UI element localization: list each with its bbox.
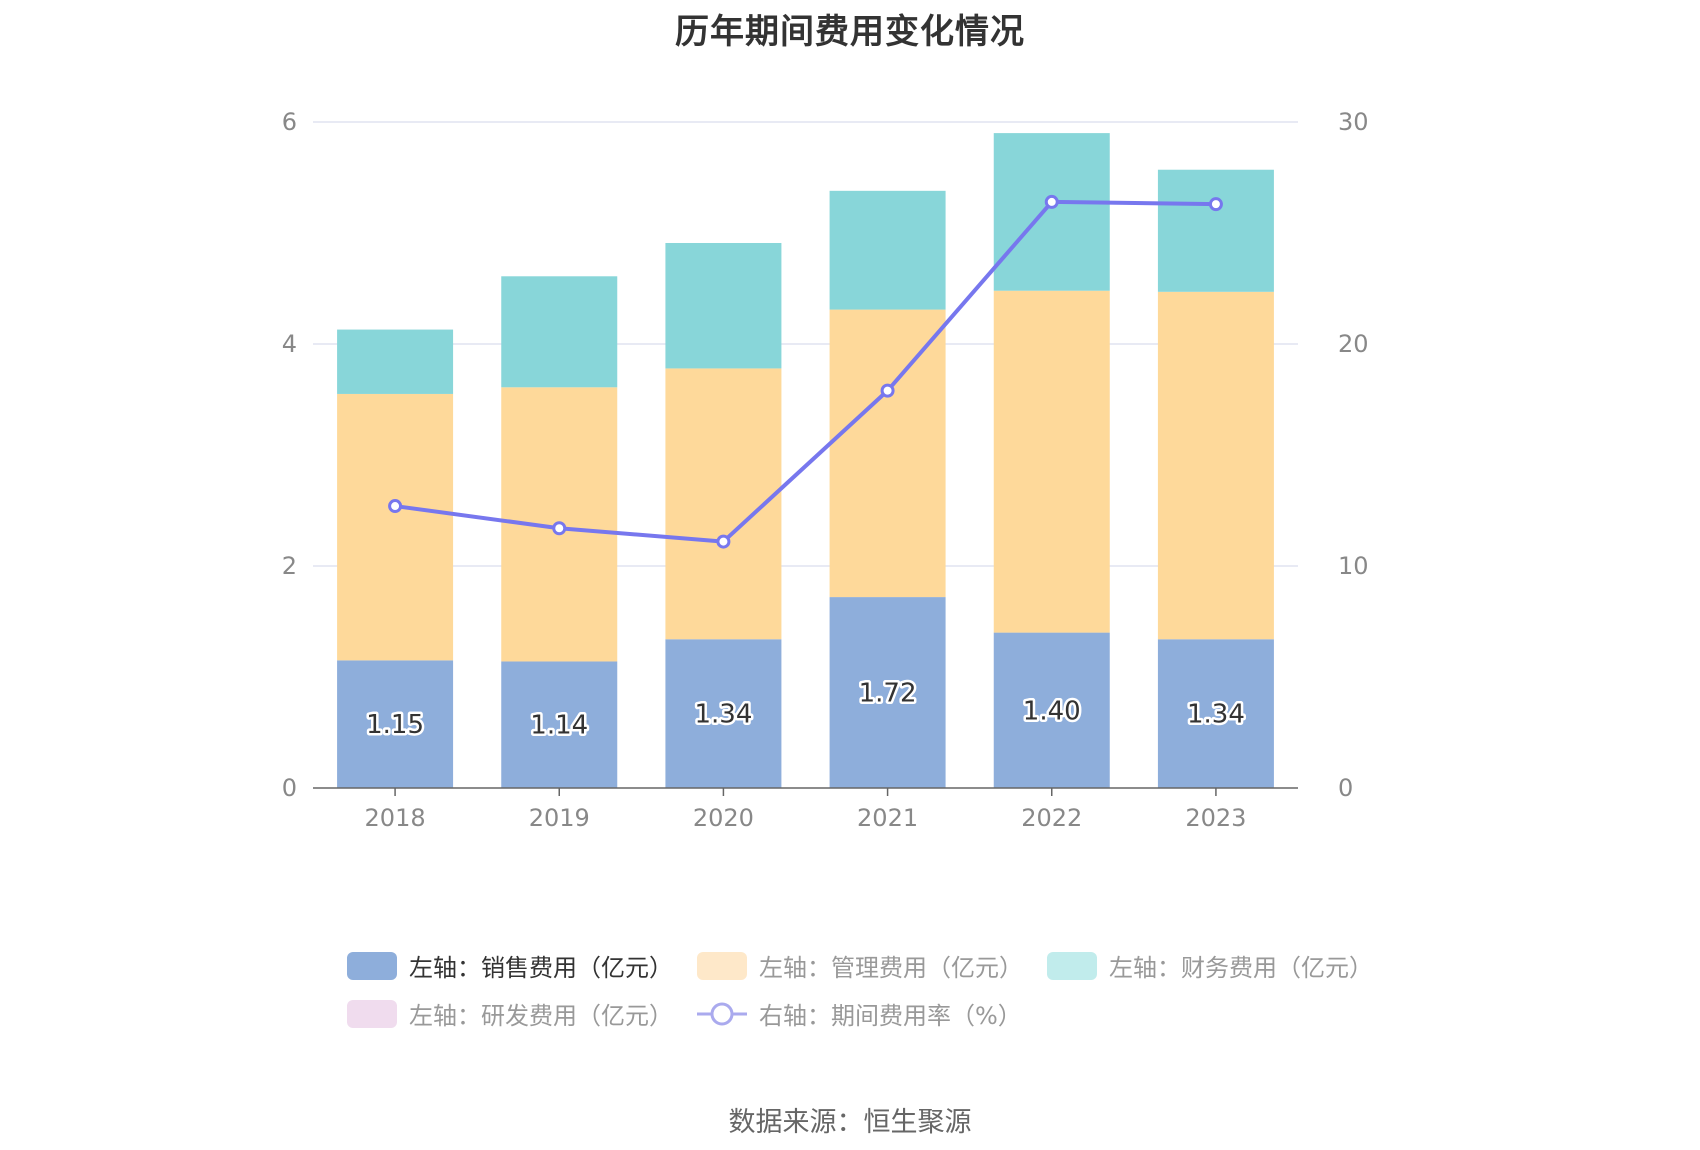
rate-point bbox=[1044, 194, 1059, 209]
right-axis-tick-label: 30 bbox=[1338, 108, 1369, 136]
legend-item-sales[interactable]: 左轴：销售费用（亿元） bbox=[347, 948, 673, 983]
bar-segment-admin bbox=[993, 290, 1110, 633]
bar-segment-admin bbox=[337, 393, 454, 661]
data-label-sales: 1.72 bbox=[859, 679, 917, 709]
legend-swatch-sales bbox=[347, 951, 397, 980]
right-axis-tick-label: 20 bbox=[1338, 330, 1369, 358]
legend-item-rnd[interactable]: 左轴：研发费用（亿元） bbox=[347, 996, 673, 1031]
bar-segment-sales bbox=[829, 597, 946, 788]
bar-segment-sales bbox=[337, 660, 454, 788]
bar-segment-finance bbox=[501, 276, 618, 388]
x-axis-tick-label: 2019 bbox=[529, 804, 590, 832]
rate-point bbox=[1208, 197, 1223, 212]
bar-segment-finance bbox=[993, 133, 1110, 291]
chart-title: 历年期间费用变化情况 bbox=[675, 12, 1025, 52]
left-axis-tick-label: 4 bbox=[282, 330, 297, 358]
rate-point bbox=[716, 534, 731, 549]
left-axis-tick-label: 0 bbox=[282, 774, 297, 802]
rate-line bbox=[394, 199, 1216, 544]
legend-swatch-rnd bbox=[347, 999, 397, 1028]
right-axis-tick-label: 0 bbox=[1338, 774, 1353, 802]
data-source: 数据来源：恒生聚源 bbox=[728, 1107, 972, 1138]
x-axis-tick-label: 2022 bbox=[1021, 804, 1082, 832]
x-axis-tick-label: 2021 bbox=[857, 804, 918, 832]
data-label-sales: 1.34 bbox=[694, 700, 752, 730]
data-label-sales: 1.34 bbox=[1187, 700, 1245, 730]
legend-item-admin[interactable]: 左轴：管理费用（亿元） bbox=[697, 948, 1023, 983]
bar-segment-sales bbox=[665, 639, 782, 788]
legend-swatch-admin bbox=[697, 951, 747, 980]
bar-segment-finance bbox=[665, 242, 782, 369]
bar-segment-admin bbox=[829, 309, 946, 598]
bar-segment-finance bbox=[1157, 169, 1274, 292]
rate-point bbox=[552, 521, 567, 536]
bar-segment-sales bbox=[1157, 639, 1274, 788]
legend-label-admin: 左轴：管理费用（亿元） bbox=[759, 954, 1023, 982]
legend-label-rate: 右轴：期间费用率（%） bbox=[759, 1002, 1022, 1030]
left-axis-tick-label: 6 bbox=[282, 108, 297, 136]
bar-segment-finance bbox=[337, 329, 454, 394]
left-axis-tick-label: 2 bbox=[282, 552, 297, 580]
legend-swatch-finance bbox=[1047, 951, 1097, 980]
rate-point bbox=[880, 383, 895, 398]
data-label-sales: 1.15 bbox=[366, 710, 424, 740]
bar-segment-finance bbox=[829, 190, 946, 310]
legend-label-finance: 左轴：财务费用（亿元） bbox=[1109, 954, 1373, 982]
legend-label-rnd: 左轴：研发费用（亿元） bbox=[409, 1002, 673, 1030]
legend-swatch-rate bbox=[697, 1002, 747, 1025]
x-axis-tick-label: 2018 bbox=[365, 804, 426, 832]
bar-segment-admin bbox=[1157, 291, 1274, 640]
bar-segment-sales bbox=[993, 632, 1110, 788]
legend-item-rate[interactable]: 右轴：期间费用率（%） bbox=[697, 996, 1022, 1031]
bar-segment-sales bbox=[501, 661, 618, 788]
data-label-sales: 1.40 bbox=[1023, 696, 1081, 726]
data-label-sales: 1.14 bbox=[530, 711, 588, 741]
legend-label-sales: 左轴：销售费用（亿元） bbox=[409, 954, 673, 982]
rate-point bbox=[388, 499, 403, 514]
x-axis-tick-label: 2020 bbox=[693, 804, 754, 832]
legend-item-finance[interactable]: 左轴：财务费用（亿元） bbox=[1047, 948, 1373, 983]
x-axis-tick-label: 2023 bbox=[1185, 804, 1246, 832]
right-axis-tick-label: 10 bbox=[1338, 552, 1369, 580]
